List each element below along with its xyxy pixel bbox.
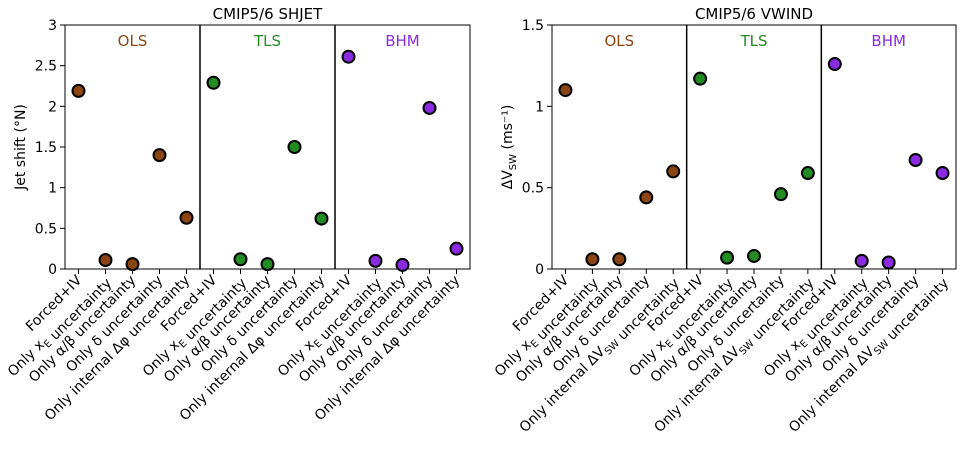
group-label-ols: OLS xyxy=(118,32,148,50)
y-tick-label: 0 xyxy=(535,262,544,278)
chart-title: CMIP5/6 SHJET xyxy=(213,5,323,23)
y-tick-label: 1.5 xyxy=(35,140,57,156)
data-point-ols-only-uncertainty xyxy=(612,252,627,267)
data-point-tls-forced-iv xyxy=(693,71,708,86)
data-point-bhm-only-uncertainty xyxy=(395,257,410,272)
data-point-bhm-only-uncertainty xyxy=(908,153,923,168)
data-point-ols-only-uncertainty xyxy=(125,257,140,272)
y-tick-label: 0.5 xyxy=(35,221,57,237)
data-point-ols-only-uncertainty xyxy=(152,148,167,163)
y-tick-label: 3 xyxy=(48,18,57,34)
data-point-tls-only-uncertainty xyxy=(747,248,761,263)
data-point-ols-only-x-e-uncertainty xyxy=(98,253,113,268)
y-tick-label: 0 xyxy=(48,262,57,278)
data-point-tls-only-uncertainty xyxy=(773,187,788,202)
y-tick-label: 1 xyxy=(48,181,57,197)
data-point-bhm-only-uncertainty xyxy=(881,255,896,270)
data-point-tls-only-x-e-uncertainty xyxy=(720,250,735,265)
data-point-ols-only-internal-uncertainty xyxy=(179,210,194,225)
group-label-tls: TLS xyxy=(739,32,767,50)
data-point-tls-only-uncertainty xyxy=(287,140,302,154)
data-point-bhm-only-x-e-uncertainty xyxy=(854,253,869,268)
plot-frame xyxy=(551,24,957,270)
data-point-ols-only-uncertainty xyxy=(639,190,654,205)
y-tick-label: 2.5 xyxy=(35,59,57,75)
data-point-ols-forced-iv xyxy=(558,83,573,98)
data-point-bhm-only-x-e-uncertainty xyxy=(368,253,383,268)
shjet-panel: CMIP5/6 SHJET 0 0.5 1 1.5 2 2.5 3 Jet shift (°N)… xyxy=(5,5,471,424)
data-point-tls-only-x-e-uncertainty xyxy=(233,252,248,267)
y-axis-label: ΔVSW (ms⁻¹) xyxy=(500,105,519,190)
group-label-bhm: BHM xyxy=(871,32,906,50)
x-tick-label: Only α/β uncertainty xyxy=(513,273,626,386)
group-label-ols: OLS xyxy=(604,32,634,50)
data-point-bhm-only-internal-uncertainty xyxy=(449,241,464,256)
y-tick-label: 2 xyxy=(48,99,57,115)
data-point-bhm-forced-iv xyxy=(341,49,356,64)
y-axis-label: Jet shift (°N) xyxy=(13,104,29,191)
data-point-tls-forced-iv xyxy=(206,75,221,90)
data-point-bhm-only-uncertainty xyxy=(422,100,437,115)
data-point-tls-only-uncertainty xyxy=(260,257,275,272)
group-label-bhm: BHM xyxy=(385,32,420,50)
data-point-ols-forced-iv xyxy=(71,83,86,98)
data-point-ols-only-x-e-uncertainty xyxy=(585,252,600,267)
x-tick-label: Only α/β uncertainty xyxy=(26,273,139,386)
plot-frame xyxy=(64,24,471,270)
data-point-bhm-only-internal-v-sw-uncertainty xyxy=(935,166,950,181)
chart-title: CMIP5/6 VWIND xyxy=(695,5,813,23)
data-point-ols-only-internal-v-sw-uncertainty xyxy=(666,164,681,179)
data-point-bhm-forced-iv xyxy=(827,57,842,72)
y-tick-label: 1.5 xyxy=(522,18,544,34)
y-tick-label: 0.5 xyxy=(522,181,544,197)
data-point-tls-only-internal-uncertainty xyxy=(314,211,329,226)
data-point-tls-only-internal-v-sw-uncertainty xyxy=(800,166,815,181)
group-label-tls: TLS xyxy=(253,32,281,50)
y-tick-label: 1 xyxy=(535,99,544,115)
